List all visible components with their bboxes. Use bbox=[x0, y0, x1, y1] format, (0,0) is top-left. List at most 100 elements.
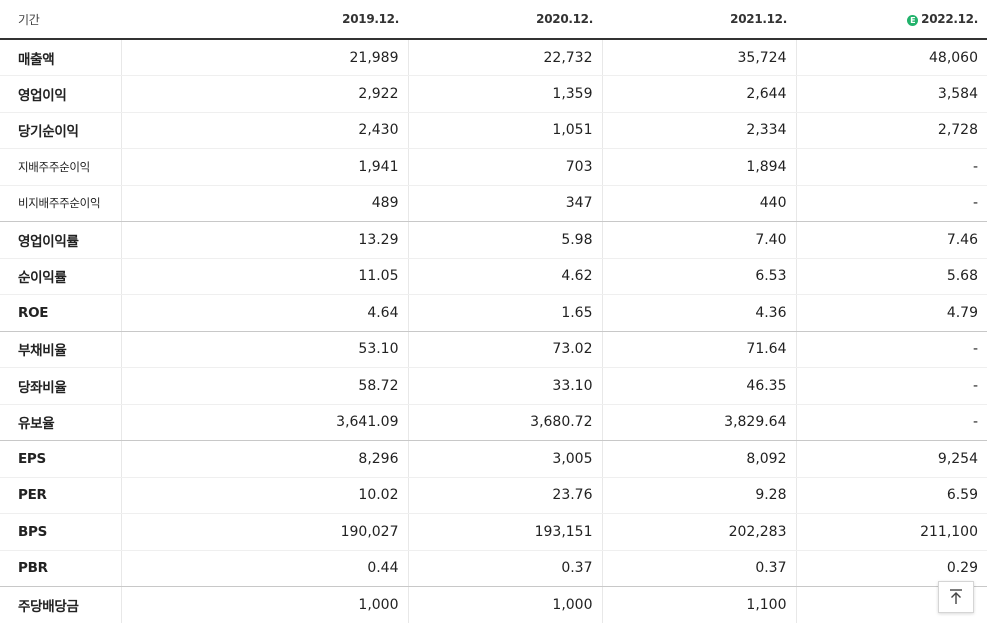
table-cell: 4.62 bbox=[407, 258, 602, 295]
table-cell: 0.44 bbox=[120, 550, 408, 587]
table-row: 유보율 3,641.09 3,680.72 3,829.64- bbox=[0, 404, 987, 441]
row-label: 당좌비율 bbox=[0, 367, 121, 405]
column-header-label: 2022.12. bbox=[921, 12, 978, 26]
table-cell: 33.10 bbox=[407, 367, 602, 405]
table-cell: 4.36 bbox=[601, 294, 796, 332]
column-header: 2019.12. bbox=[121, 0, 408, 40]
row-label: 매출액 bbox=[0, 39, 121, 76]
table-cell: 0.37 bbox=[601, 550, 796, 587]
table-cell: 21,989 bbox=[120, 39, 408, 76]
table-cell: 9,254 bbox=[795, 440, 987, 478]
table-cell: 2,922 bbox=[120, 75, 408, 113]
table-cell: 2,334 bbox=[601, 112, 796, 149]
table-cell: 48,060 bbox=[795, 39, 987, 76]
table-cell: 11.05 bbox=[120, 258, 408, 295]
table-row: 순이익률 11.05 4.62 6.53 5.68 bbox=[0, 258, 987, 295]
scroll-to-top-button[interactable] bbox=[938, 581, 974, 613]
column-header: 2021.12. bbox=[602, 0, 796, 40]
period-header: 기간 bbox=[0, 0, 121, 40]
table-cell: 2,728 bbox=[795, 112, 987, 149]
table-cell: - bbox=[795, 331, 987, 368]
table-cell: 0.29 bbox=[795, 550, 987, 587]
table-cell: 1,051 bbox=[407, 112, 602, 149]
table-row: 매출액 21,989 22,732 35,724 48,060 bbox=[0, 39, 987, 76]
row-label: 유보율 bbox=[0, 404, 121, 441]
table-cell: 193,151 bbox=[407, 513, 602, 551]
table-cell: 1,894 bbox=[601, 148, 796, 186]
table-cell: 35,724 bbox=[601, 39, 796, 76]
table-cell: 5.98 bbox=[407, 221, 602, 259]
row-label: 순이익률 bbox=[0, 258, 121, 295]
table-cell: 1,359 bbox=[407, 75, 602, 113]
table-row: 지배주주순이익 1,941 703 1,894- bbox=[0, 148, 987, 186]
table-row: 비지배주주순이익 489 347 440- bbox=[0, 185, 987, 222]
row-label: 지배주주순이익 bbox=[0, 148, 121, 186]
table-cell: 1,000 bbox=[407, 586, 602, 623]
table-cell: 703 bbox=[407, 148, 602, 186]
table-cell: 3,829.64 bbox=[601, 404, 796, 441]
table-cell: 3,680.72 bbox=[407, 404, 602, 441]
table-row: EPS 8,296 3,005 8,092 9,254 bbox=[0, 440, 987, 478]
row-label: PBR bbox=[0, 550, 121, 587]
table-cell: - bbox=[795, 185, 987, 222]
table-cell: 3,584 bbox=[795, 75, 987, 113]
table-cell: 0.37 bbox=[407, 550, 602, 587]
table-cell: - bbox=[795, 367, 987, 405]
row-label: 영업이익 bbox=[0, 75, 121, 113]
row-label: 주당배당금 bbox=[0, 586, 121, 623]
table-cell: 211,100 bbox=[795, 513, 987, 551]
row-label: BPS bbox=[0, 513, 121, 551]
table-cell: 1,100 bbox=[601, 586, 796, 623]
table-cell: 53.10 bbox=[120, 331, 408, 368]
table-row: BPS 190,027 193,151 202,283 211,100 bbox=[0, 513, 987, 551]
row-label: 당기순이익 bbox=[0, 112, 121, 149]
table-cell: 2,644 bbox=[601, 75, 796, 113]
column-header: 2020.12. bbox=[408, 0, 602, 40]
column-header-estimate: E 2022.12. bbox=[796, 0, 987, 40]
table-cell: 489 bbox=[120, 185, 408, 222]
table-cell: 71.64 bbox=[601, 331, 796, 368]
table-cell: 6.59 bbox=[795, 477, 987, 514]
table-cell: 13.29 bbox=[120, 221, 408, 259]
row-label: EPS bbox=[0, 440, 121, 478]
table-cell: 4.64 bbox=[120, 294, 408, 332]
table-cell: 22,732 bbox=[407, 39, 602, 76]
table-row: 주당배당금 1,000 1,000 1,100 bbox=[0, 586, 987, 623]
table-cell: 23.76 bbox=[407, 477, 602, 514]
table-cell: 73.02 bbox=[407, 331, 602, 368]
table-cell: 46.35 bbox=[601, 367, 796, 405]
table-row: PER 10.02 23.76 9.28 6.59 bbox=[0, 477, 987, 514]
table-row: 부채비율 53.10 73.02 71.64- bbox=[0, 331, 987, 368]
table-row: 당좌비율 58.72 33.10 46.35- bbox=[0, 367, 987, 405]
estimate-icon: E bbox=[907, 15, 919, 26]
table-cell: 9.28 bbox=[601, 477, 796, 514]
table-cell: 347 bbox=[407, 185, 602, 222]
table-cell: 1,941 bbox=[120, 148, 408, 186]
row-label: 부채비율 bbox=[0, 331, 121, 368]
row-label: PER bbox=[0, 477, 121, 514]
table-header-row: 기간 2019.12. 2020.12. 2021.12. E 2022.12. bbox=[0, 0, 987, 40]
table-cell: - bbox=[795, 148, 987, 186]
row-label: 비지배주주순이익 bbox=[0, 185, 121, 222]
table-cell: 1,000 bbox=[120, 586, 408, 623]
table-cell: 7.46 bbox=[795, 221, 987, 259]
table-cell: 8,296 bbox=[120, 440, 408, 478]
table-cell: 58.72 bbox=[120, 367, 408, 405]
table-cell: 440 bbox=[601, 185, 796, 222]
table-row: 영업이익 2,922 1,359 2,644 3,584 bbox=[0, 75, 987, 113]
table-cell: 10.02 bbox=[120, 477, 408, 514]
table-cell: 2,430 bbox=[120, 112, 408, 149]
table-cell: - bbox=[795, 404, 987, 441]
table-row: PBR 0.44 0.37 0.37 0.29 bbox=[0, 550, 987, 587]
arrow-up-to-top-icon bbox=[950, 589, 962, 604]
table-row: ROE 4.64 1.65 4.36 4.79 bbox=[0, 294, 987, 332]
table-cell: 8,092 bbox=[601, 440, 796, 478]
table-cell: 6.53 bbox=[601, 258, 796, 295]
table-cell: 202,283 bbox=[601, 513, 796, 551]
row-label: 영업이익률 bbox=[0, 221, 121, 259]
table-cell: 1.65 bbox=[407, 294, 602, 332]
row-label: ROE bbox=[0, 294, 121, 332]
table-cell: 5.68 bbox=[795, 258, 987, 295]
table-cell: 190,027 bbox=[120, 513, 408, 551]
